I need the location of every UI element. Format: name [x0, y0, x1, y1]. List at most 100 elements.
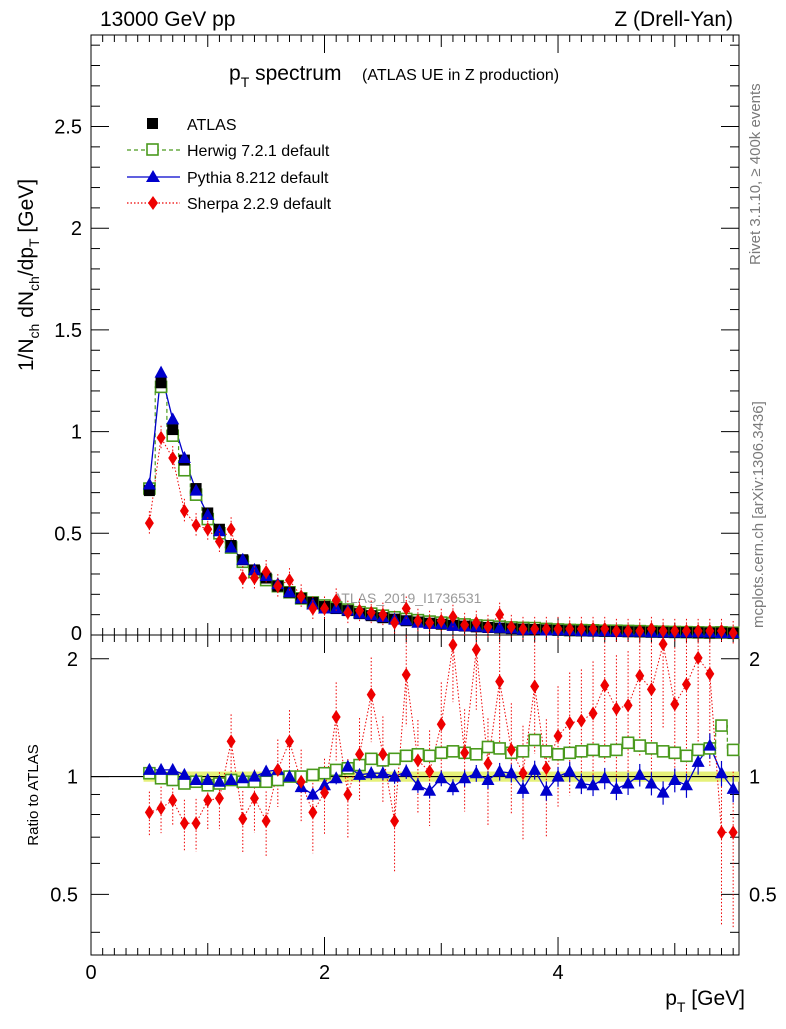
ratio-point-sherpa — [670, 697, 680, 712]
ratio-point-sherpa — [460, 745, 470, 760]
legend-marker-sherpa — [148, 196, 158, 210]
main-point-sherpa — [483, 619, 493, 634]
main-point-sherpa — [495, 607, 505, 622]
x-tick-label: 4 — [552, 962, 563, 984]
ratio-point-pythia — [318, 778, 332, 791]
ratio-point-pythia — [154, 762, 168, 775]
ratio-point-pythia — [329, 771, 343, 784]
ratio-point-sherpa — [168, 793, 178, 808]
ratio-point-herwig — [516, 745, 530, 758]
ratio-point-pythia — [341, 759, 355, 772]
ratio-point-herwig — [469, 747, 483, 761]
ratio-point-herwig — [446, 745, 460, 758]
legend-marker-herwig — [146, 143, 159, 156]
main-point-sherpa — [390, 615, 400, 630]
ratio-point-pythia — [574, 776, 588, 789]
main-point-pythia — [329, 601, 343, 614]
main-point-pythia — [282, 585, 296, 598]
main-point-sherpa — [366, 605, 376, 620]
ratio-point-sherpa — [226, 734, 236, 749]
ratio-point-pythia — [703, 738, 717, 751]
ratio-point-pythia — [247, 769, 261, 782]
ratio-point-herwig — [540, 745, 553, 758]
ratio-point-sherpa — [401, 667, 411, 682]
main-point-pythia — [201, 508, 215, 520]
main-point-sherpa — [226, 522, 236, 537]
x-tick-label: 2 — [319, 962, 330, 984]
main-point-sherpa — [681, 623, 691, 638]
ratio-y-tick-label-right: 1 — [749, 767, 760, 789]
ratio-point-sherpa — [518, 766, 528, 781]
ratio-point-herwig — [633, 739, 647, 752]
ratio-point-sherpa — [179, 816, 189, 831]
main-point-sherpa — [530, 621, 540, 636]
main-point-sherpa — [320, 601, 330, 616]
main-point-atlas — [167, 424, 179, 436]
plot-title: pT spectrum — [229, 62, 341, 90]
ratio-point-herwig — [726, 743, 740, 757]
ratio-point-herwig — [715, 719, 728, 732]
main-point-sherpa — [308, 601, 318, 616]
ratio-point-pythia — [528, 762, 542, 775]
main-point-sherpa — [611, 623, 621, 638]
ratio-point-sherpa — [728, 825, 738, 840]
legend-label-sherpa: Sherpa 2.2.9 default — [187, 196, 332, 213]
x-tick-label: 0 — [85, 962, 96, 984]
main-point-sherpa — [460, 617, 470, 632]
legend-entry-sherpa: Sherpa 2.2.9 default — [127, 196, 332, 213]
main-y-tick-label: 0.5 — [54, 523, 82, 545]
main-point-sherpa — [203, 522, 213, 537]
ratio-point-herwig — [563, 746, 577, 760]
ratio-point-sherpa — [249, 791, 259, 806]
main-point-sherpa — [191, 518, 201, 533]
main-point-sherpa — [670, 623, 680, 638]
x-axis-label: pT [GeV] — [665, 987, 745, 1015]
ratio-point-sherpa — [366, 687, 376, 702]
ratio-point-sherpa — [238, 811, 248, 826]
ratio-point-herwig — [528, 733, 541, 747]
main-point-sherpa — [600, 621, 610, 636]
ratio-point-pythia — [563, 764, 577, 777]
ratio-point-sherpa — [425, 764, 435, 779]
ratio-point-sherpa — [658, 637, 668, 652]
ratio-point-herwig — [645, 742, 658, 755]
legend-entry-atlas: ATLAS — [147, 117, 237, 134]
ratio-point-sherpa — [331, 709, 341, 724]
main-point-sherpa — [331, 593, 341, 608]
ratio-point-sherpa — [355, 747, 365, 762]
ratio-point-pythia — [282, 769, 296, 782]
ratio-point-pythia — [376, 766, 390, 779]
header-collision-label: 13000 GeV pp — [100, 8, 235, 31]
ratio-point-pythia — [644, 776, 658, 789]
ratio-point-herwig — [493, 742, 506, 755]
main-point-sherpa — [553, 621, 563, 636]
ratio-point-pythia — [411, 778, 425, 791]
main-point-sherpa — [716, 623, 726, 638]
ratio-y-tick-label-right: 0.5 — [749, 884, 777, 906]
main-point-sherpa — [214, 534, 224, 549]
main-point-pythia — [224, 540, 238, 553]
ratio-point-sherpa — [144, 805, 154, 820]
ratio-point-pythia — [598, 771, 612, 784]
main-point-herwig — [178, 463, 191, 477]
main-point-sherpa — [635, 623, 645, 638]
ratio-point-herwig — [598, 745, 612, 758]
main-point-pythia — [142, 477, 156, 490]
sherpa-ratio-line — [149, 643, 734, 833]
main-point-pythia — [154, 365, 168, 378]
ratio-point-herwig — [364, 752, 378, 766]
ratio-point-herwig — [318, 766, 331, 780]
ratio-y-tick-label-left: 1 — [67, 767, 78, 789]
ratio-point-pythia — [306, 787, 320, 800]
main-point-sherpa — [728, 625, 738, 640]
ratio-point-sherpa — [611, 701, 621, 716]
ratio-point-herwig — [434, 746, 448, 760]
ratio-point-sherpa — [343, 787, 353, 802]
main-point-sherpa — [436, 613, 446, 628]
ratio-point-pythia — [446, 780, 460, 793]
main-y-tick-label: 1 — [71, 422, 82, 444]
ratio-point-pythia — [458, 771, 472, 784]
main-point-sherpa — [156, 430, 166, 445]
ratio-point-pythia — [586, 778, 600, 791]
